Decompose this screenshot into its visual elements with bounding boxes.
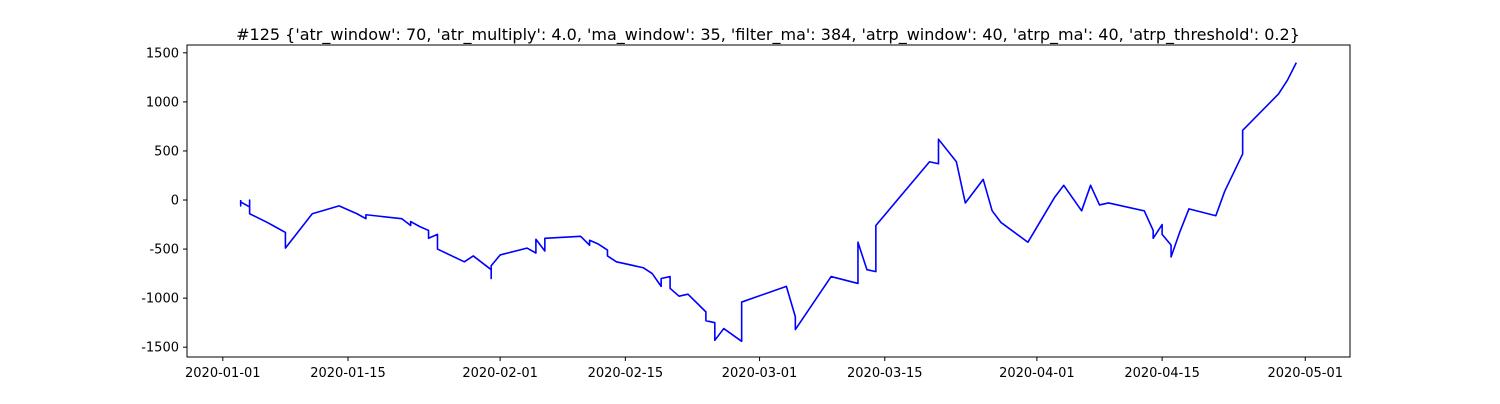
y-tick-label: 1000 xyxy=(146,95,179,110)
x-tick-label: 2020-03-01 xyxy=(722,366,798,381)
x-tick-label: 2020-02-01 xyxy=(462,366,538,381)
plot-frame xyxy=(186,44,1351,358)
x-tick-label: 2020-03-15 xyxy=(847,366,923,381)
y-tick-label: 0 xyxy=(171,194,179,209)
x-tick-label: 2020-04-01 xyxy=(999,366,1075,381)
y-tick-label: 1500 xyxy=(146,46,179,61)
x-tick-label: 2020-05-01 xyxy=(1267,366,1343,381)
y-tick-label: -1000 xyxy=(141,292,179,307)
x-tick-label: 2020-02-15 xyxy=(588,366,664,381)
x-tick-label: 2020-01-15 xyxy=(310,366,386,381)
y-tick-label: -500 xyxy=(149,243,179,258)
x-tick-label: 2020-01-01 xyxy=(185,366,261,381)
chart-title: #125 {'atr_window': 70, 'atr_multiply': … xyxy=(236,25,1300,45)
x-tick-label: 2020-04-15 xyxy=(1124,366,1200,381)
line xyxy=(239,62,1298,343)
y-tick-label: -1500 xyxy=(141,341,179,356)
y-tick-label: 500 xyxy=(154,144,179,159)
